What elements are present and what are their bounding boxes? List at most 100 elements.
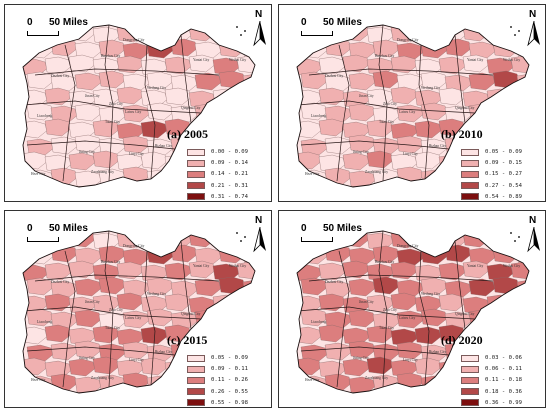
- prefecture-boundary: [62, 250, 76, 388]
- prefecture-boundary: [454, 240, 466, 330]
- city-label: Rizhao City: [155, 144, 172, 148]
- choropleth-map: Dongying City Binzhou City Dezhou City Jina…: [296, 230, 530, 394]
- north-arrow-icon: N: [253, 215, 267, 255]
- city-label: Zibo City: [383, 308, 397, 312]
- panel-title: (c) 2015: [167, 333, 208, 347]
- county-region: [218, 276, 246, 295]
- city-label: Liaocheng: [311, 114, 326, 118]
- prefecture-boundary: [144, 44, 156, 180]
- county-region: [236, 328, 255, 347]
- city-label: Yantai City: [193, 264, 210, 268]
- legend-label: 0.26 - 0.55: [211, 388, 249, 395]
- county-region: [236, 86, 255, 105]
- city-label: Jining City: [353, 356, 369, 360]
- island: [244, 236, 246, 238]
- north-label: N: [529, 215, 537, 226]
- legend-label: 0.05 - 0.09: [485, 149, 523, 155]
- prefecture-boundary: [308, 274, 494, 282]
- scale-bar: 0 50 Miles: [293, 17, 373, 39]
- legend-item: 0.14 - 0.21: [187, 169, 269, 179]
- city-label: Dongying City: [123, 244, 145, 248]
- city-label: Weifang City: [421, 292, 440, 296]
- county-region: [212, 26, 240, 45]
- city-label: Zaozhuang City: [365, 170, 388, 174]
- city-label: Zaozhuang City: [91, 376, 114, 380]
- legend-item: 0.11 - 0.26: [187, 375, 269, 385]
- county-region: [516, 73, 529, 92]
- county-region: [218, 106, 246, 125]
- legend-item: 0.05 - 0.09: [461, 147, 543, 157]
- county-region: [414, 25, 442, 41]
- island: [240, 240, 242, 242]
- scale-zero-label: 0: [301, 223, 307, 234]
- city-label: Linyi City: [129, 358, 144, 362]
- city-label: Rizhao City: [155, 350, 172, 354]
- province-outline: [296, 230, 530, 394]
- city-label: Taian City: [105, 120, 120, 124]
- county-region: [492, 312, 520, 331]
- scale-length-label: 50 Miles: [49, 223, 88, 234]
- county-region: [236, 292, 255, 311]
- city-label: Dezhou City: [325, 74, 343, 78]
- city-label: Heze City: [31, 378, 46, 382]
- legend-label: 0.00 - 0.09: [211, 149, 249, 155]
- legend-swatch: [461, 159, 479, 167]
- legend-swatch: [187, 148, 205, 156]
- legend-item: 0.09 - 0.11: [187, 364, 269, 374]
- city-label: Jinan City: [359, 94, 374, 98]
- legend-swatch: [187, 376, 205, 384]
- island: [514, 34, 516, 36]
- scale-zero-label: 0: [301, 17, 307, 28]
- scale-bar: 0 50 Miles: [19, 17, 99, 39]
- island: [244, 30, 246, 32]
- prefecture-boundary: [23, 306, 202, 320]
- prefecture-boundary: [297, 306, 476, 320]
- legend: 0.05 - 0.09 0.09 - 0.15 0.15 - 0.27 0.27 - …: [461, 147, 543, 201]
- panel-title: (b) 2010: [441, 127, 483, 141]
- island: [240, 34, 242, 36]
- city-label: Jining City: [79, 356, 95, 360]
- legend-item: 0.09 - 0.15: [461, 158, 543, 168]
- city-label: Yantai City: [467, 264, 484, 268]
- city-label: Zaozhuang City: [365, 376, 388, 380]
- city-label: Liaocheng: [37, 320, 52, 324]
- legend-label: 0.09 - 0.11: [211, 366, 249, 373]
- prefecture-boundary: [454, 34, 466, 124]
- county-region: [242, 310, 255, 329]
- legend-swatch: [461, 388, 479, 396]
- panel-title: (a) 2005: [167, 127, 208, 141]
- legend-item: 0.15 - 0.27: [461, 169, 543, 179]
- city-label: Laiwu City: [125, 316, 141, 320]
- legend-item: 0.31 - 0.74: [187, 192, 269, 201]
- prefecture-boundary: [26, 346, 176, 356]
- city-label: Dezhou City: [51, 280, 69, 284]
- prefecture-boundary: [62, 44, 76, 182]
- prefecture-boundary: [297, 100, 476, 114]
- county-region: [510, 292, 529, 311]
- city-label: Heze City: [305, 172, 320, 176]
- city-label: Rizhao City: [429, 144, 446, 148]
- scale-bar: 0 50 Miles: [19, 223, 99, 245]
- county-region: [492, 106, 520, 125]
- county-region: [516, 104, 529, 123]
- county-region: [486, 119, 514, 138]
- city-label: Weifang City: [147, 86, 166, 90]
- choropleth-map: Dongying City Binzhou City Dezhou City Jina…: [296, 24, 530, 188]
- island: [510, 232, 512, 234]
- city-label: Jining City: [79, 150, 95, 154]
- north-arrow-icon: N: [253, 9, 267, 49]
- scale-line: [301, 31, 333, 36]
- legend-label: 0.21 - 0.31: [211, 182, 249, 189]
- legend-label: 0.36 - 0.99: [485, 399, 523, 406]
- map-panel-2: Dongying City Binzhou City Dezhou City Jina…: [278, 4, 546, 202]
- legend-label: 0.11 - 0.26: [211, 377, 249, 384]
- legend-item: 0.00 - 0.09: [187, 147, 269, 157]
- prefecture-boundary: [336, 44, 350, 182]
- city-label: Taian City: [379, 120, 394, 124]
- city-label: Binzhou City: [375, 260, 394, 264]
- map-panel-4: Dongying City Binzhou City Dezhou City Jina…: [278, 210, 546, 408]
- legend-swatch: [461, 365, 479, 373]
- county-region: [510, 86, 529, 105]
- city-label: Binzhou City: [375, 54, 394, 58]
- legend-swatch: [461, 170, 479, 178]
